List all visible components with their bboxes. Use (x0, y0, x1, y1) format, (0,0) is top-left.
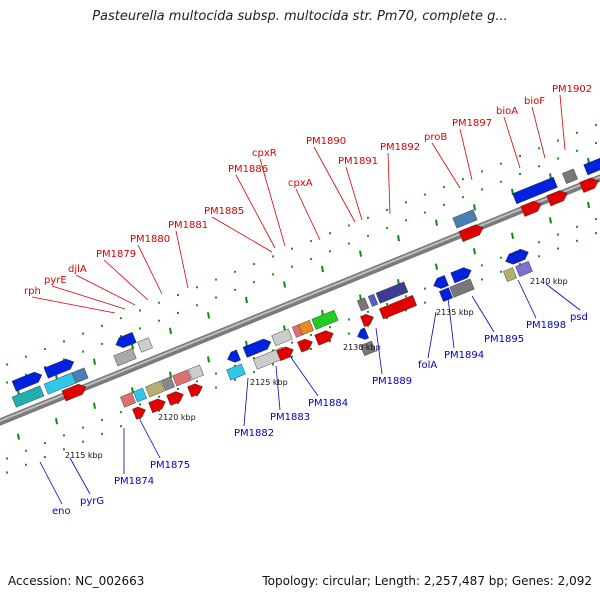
map-title: Pasteurella multocida subsp. multocida s… (92, 9, 508, 24)
gene-feature-52 (579, 177, 599, 193)
gene-feature-26 (311, 309, 339, 330)
gene-feature-28 (297, 338, 313, 353)
gene-label-pyre: pyrE (44, 275, 67, 286)
gene-feature-36 (360, 340, 376, 356)
ruler-labels: 2115 kbp 2120 kbp 2125 kbp 2130 kbp 2135 kbp… (65, 277, 568, 460)
gene-feature-17 (166, 391, 184, 406)
gene-feature-29 (314, 330, 334, 346)
gene-feature-10 (133, 387, 147, 403)
gene-label-pm1880: PM1880 (130, 234, 170, 245)
gene-feature-44 (513, 249, 529, 263)
accession-text: Accession: NC_002663 (8, 574, 145, 588)
gene-feature-49 (583, 156, 600, 176)
ruler-label-1: 2120 kbp (158, 413, 196, 422)
gene-label-bioa: bioA (496, 106, 518, 117)
gene-feature-2 (11, 371, 43, 392)
gene-feature-45 (503, 267, 517, 282)
gene-feature-1 (61, 383, 87, 402)
gene-feature-16 (148, 398, 166, 414)
ruler-label-5: 2140 kbp (530, 277, 568, 286)
gene-label-biof: bioF (524, 96, 545, 107)
ruler-label-2: 2125 kbp (250, 378, 288, 387)
gene-label-pm1882: PM1882 (234, 428, 274, 439)
gene-label-pm1891: PM1891 (338, 156, 378, 167)
gene-label-pm1889: PM1889 (372, 376, 412, 387)
gene-feature-4 (11, 385, 45, 408)
gene-feature-6 (115, 332, 137, 348)
gene-features (11, 156, 600, 420)
gene-feature-27 (276, 346, 294, 362)
gene-label-pm1879: PM1879 (96, 249, 136, 260)
gene-feature-47 (512, 176, 558, 205)
gene-label-pm1898: PM1898 (526, 320, 566, 331)
gene-label-pm1884: PM1884 (308, 398, 348, 409)
gene-label-eno: eno (52, 506, 71, 517)
gene-label-pm1885: PM1885 (204, 206, 244, 217)
ruler-label-0: 2115 kbp (65, 451, 103, 460)
gene-feature-31 (367, 293, 379, 307)
gene-feature-9 (120, 392, 136, 408)
gene-feature-40 (450, 267, 472, 284)
gene-label-rph: rph (24, 286, 41, 297)
gene-feature-7 (113, 348, 137, 367)
genome-summary-text: Topology: circular; Length: 2,257,487 bp… (262, 574, 592, 588)
gene-label-pm1894: PM1894 (444, 350, 484, 361)
gene-feature-50 (520, 200, 542, 217)
gene-label-pm1902: PM1902 (552, 84, 592, 95)
ruler-label-4: 2135 kbp (436, 308, 474, 317)
gene-label-cpxa: cpxA (288, 178, 313, 189)
gene-label-pm1892: PM1892 (380, 142, 420, 153)
gene-label-prob: proB (424, 132, 447, 143)
gene-feature-12 (161, 376, 175, 391)
gene-feature-39 (433, 275, 449, 289)
gene-feature-25 (298, 319, 314, 336)
gene-feature-37 (452, 209, 478, 229)
gene-label-pyrg: pyrG (80, 496, 104, 507)
label-leader-lines (31, 94, 581, 505)
gene-label-pm1886: PM1886 (228, 164, 268, 175)
gene-feature-38 (458, 224, 484, 242)
gene-feature-8 (137, 337, 153, 353)
gene-feature-3 (43, 358, 75, 379)
gene-label-psd: psd (570, 312, 588, 323)
gene-label-pm1883: PM1883 (270, 412, 310, 423)
gene-feature-35 (357, 327, 369, 340)
gene-feature-23 (271, 328, 293, 347)
gene-feature-20 (242, 338, 272, 358)
gene-feature-42 (449, 278, 475, 298)
gene-feature-33 (360, 314, 374, 327)
gene-feature-51 (546, 190, 568, 207)
gene-feature-30 (356, 297, 370, 312)
gene-feature-15 (132, 406, 146, 420)
gene-feature-46 (515, 260, 533, 277)
gene-feature-14 (188, 364, 204, 380)
gene-feature-21 (226, 363, 246, 381)
gene-feature-34 (378, 295, 418, 320)
gene-feature-19 (227, 349, 241, 363)
gene-label-pm1897: PM1897 (452, 118, 492, 129)
ruler-label-3: 2130 kbp (343, 343, 381, 352)
track-guide-dots (6, 124, 597, 474)
gene-label-pm1875: PM1875 (150, 460, 190, 471)
gene-feature-5 (43, 372, 77, 395)
gene-label-pm1890: PM1890 (306, 136, 346, 147)
genome-backbone (0, 174, 600, 426)
gene-feature-11 (145, 380, 165, 398)
gene-label-pm1895: PM1895 (484, 334, 524, 345)
gene-label-djla: djlA (68, 264, 87, 275)
gene-label-pm1881: PM1881 (168, 220, 208, 231)
gene-feature-41 (439, 287, 453, 302)
gene-label-fola: folA (418, 360, 437, 371)
gene-feature-18 (187, 383, 203, 398)
gene-feature-32 (375, 281, 409, 304)
gene-feature-13 (172, 369, 192, 387)
gene-label-cpxr: cpxR (252, 148, 277, 159)
gene-feature-48 (562, 168, 578, 184)
gene-label-pm1874: PM1874 (114, 476, 154, 487)
